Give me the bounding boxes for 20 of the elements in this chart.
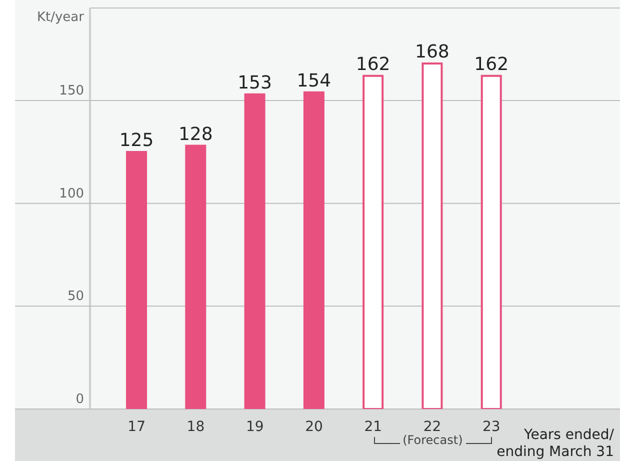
data-label: 125 — [119, 130, 154, 151]
text: (Forecast) — [402, 433, 463, 447]
x-tick-label: 21 — [364, 419, 382, 435]
data-label: 162 — [474, 54, 509, 75]
x-tick-label: 23 — [482, 419, 500, 435]
x-tick-label: 17 — [128, 419, 146, 435]
x-tick-label: 19 — [246, 419, 264, 435]
y-axis-title: Kt/year — [36, 10, 84, 25]
data-label: 153 — [238, 72, 272, 94]
data-label: 154 — [296, 70, 332, 92]
y-tick-label: 150 — [59, 84, 84, 99]
y-tick-label: 100 — [59, 186, 84, 202]
data-label: 168 — [415, 42, 450, 63]
y-tick-label: 0 — [76, 392, 84, 407]
x-tick-label: 22 — [423, 419, 442, 435]
data-label: 162 — [356, 54, 390, 75]
data-label: 128 — [178, 124, 213, 145]
x-tick-label: 18 — [186, 419, 205, 435]
x-tick-label: 20 — [305, 419, 323, 435]
y-tick-label: 50 — [67, 289, 84, 304]
